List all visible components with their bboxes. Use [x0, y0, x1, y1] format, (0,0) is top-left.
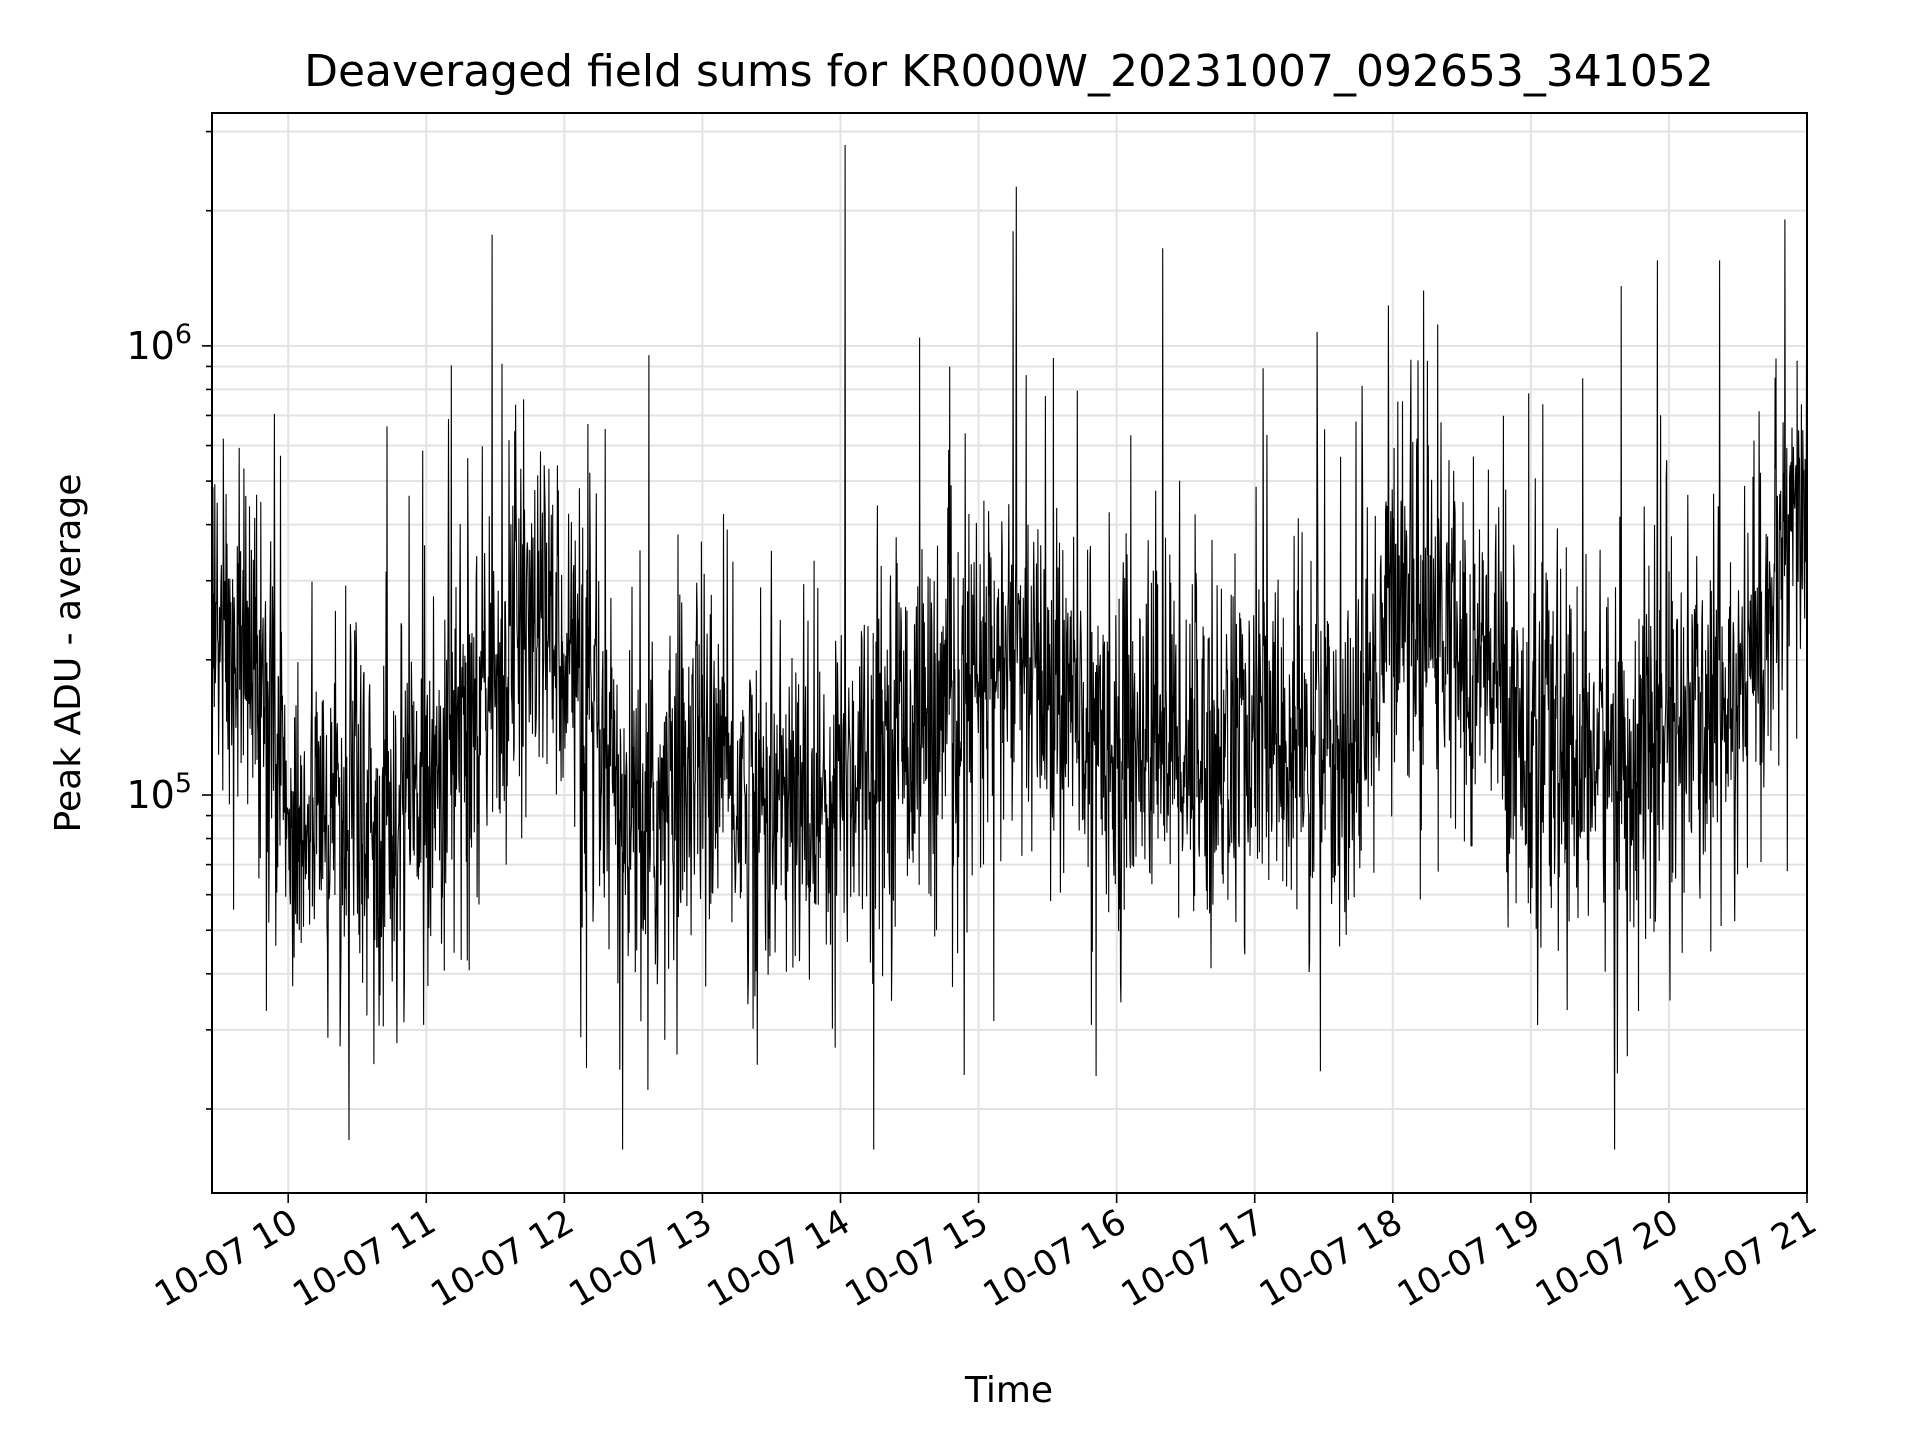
x-axis-label: Time [964, 1370, 1053, 1411]
y-tick-label: 106 [126, 319, 192, 368]
chart-title: Deaveraged field sums for KR000W_2023100… [304, 46, 1714, 97]
plot-frame [211, 112, 1808, 1194]
y-tick-label: 105 [126, 768, 192, 817]
y-axis-label: Peak ADU - average [48, 474, 89, 833]
series-line [211, 144, 1808, 1150]
data-layer [211, 144, 1808, 1150]
